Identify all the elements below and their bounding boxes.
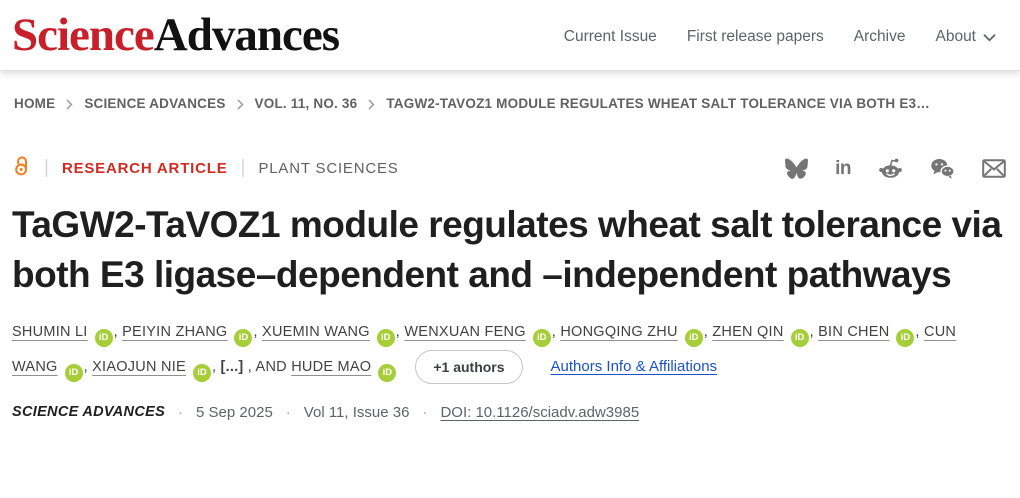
wechat-share-icon[interactable] — [930, 157, 955, 179]
orcid-icon[interactable]: iD — [790, 328, 809, 347]
share-toolbar: in — [785, 157, 1006, 179]
reddit-share-icon[interactable] — [878, 157, 903, 179]
nav-about[interactable]: About — [935, 27, 996, 47]
orcid-icon[interactable]: iD — [896, 328, 915, 347]
authors-conjunction: , AND — [243, 358, 292, 375]
open-access-icon — [12, 153, 31, 183]
author-link[interactable]: XUEMIN WANG — [262, 323, 370, 340]
citation-journal: SCIENCE ADVANCES — [12, 404, 166, 421]
author-link[interactable]: WENXUAN FENG — [404, 323, 526, 340]
nav-about-label: About — [935, 28, 976, 45]
breadcrumb-journal[interactable]: SCIENCE ADVANCES — [84, 96, 226, 111]
chevron-right-icon — [237, 99, 244, 110]
dot-separator: · — [422, 403, 428, 421]
article-header: | RESEARCH ARTICLE | PLANT SCIENCES in — [0, 153, 1020, 421]
breadcrumb-volume[interactable]: VOL. 11, NO. 36 — [254, 96, 358, 111]
top-nav: Current Issue First release papers Archi… — [564, 27, 996, 47]
orcid-icon[interactable]: iD — [376, 328, 395, 347]
chevron-right-icon — [368, 99, 375, 110]
logo-advances: Advances — [153, 8, 340, 61]
orcid-icon[interactable]: iD — [532, 328, 551, 347]
divider: | — [44, 157, 49, 178]
dot-separator: · — [178, 403, 184, 421]
article-labels: | RESEARCH ARTICLE | PLANT SCIENCES — [12, 153, 399, 183]
nav-current-issue[interactable]: Current Issue — [563, 28, 657, 45]
doi-link[interactable]: DOI: 10.1126/sciadv.adw3985 — [440, 403, 640, 421]
breadcrumb: HOME SCIENCE ADVANCES VOL. 11, NO. 36 TA… — [0, 71, 1020, 111]
linkedin-share-icon[interactable]: in — [835, 157, 851, 179]
orcid-icon[interactable]: iD — [684, 328, 703, 347]
email-share-icon[interactable] — [982, 158, 1006, 178]
orcid-icon[interactable]: iD — [192, 363, 211, 382]
chevron-right-icon — [66, 99, 73, 110]
article-meta-row: | RESEARCH ARTICLE | PLANT SCIENCES in — [12, 153, 1006, 183]
citation-line: SCIENCE ADVANCES · 5 Sep 2025 · Vol 11, … — [12, 404, 1008, 421]
author-link[interactable]: HUDE MAO — [291, 358, 372, 375]
author-link[interactable]: CUN WANG — [12, 323, 957, 375]
orcid-icon[interactable]: iD — [64, 363, 83, 382]
more-authors-button[interactable]: +1 authors — [415, 349, 523, 384]
breadcrumb-home[interactable]: HOME — [14, 96, 56, 111]
author-link[interactable]: XIAOJUN NIE — [92, 358, 186, 375]
author-link[interactable]: SHUMIN LI — [12, 323, 88, 340]
nav-archive[interactable]: Archive — [853, 28, 906, 45]
orcid-icon[interactable]: iD — [94, 328, 113, 347]
authors-ellipsis[interactable]: [...] — [220, 358, 244, 375]
authors-info-affiliations-link[interactable]: Authors Info & Affiliations — [550, 357, 718, 375]
divider: | — [240, 157, 246, 178]
orcid-icon[interactable]: iD — [234, 328, 253, 347]
bluesky-share-icon[interactable] — [785, 157, 809, 179]
author-link[interactable]: HONGQING ZHU — [560, 323, 678, 340]
author-link[interactable]: BIN CHEN — [818, 323, 890, 340]
subject-label[interactable]: PLANT SCIENCES — [258, 159, 399, 177]
citation-date: 5 Sep 2025 — [196, 403, 273, 421]
article-type-label[interactable]: RESEARCH ARTICLE — [61, 159, 228, 177]
chevron-down-icon — [983, 29, 996, 47]
logo-science: Science — [12, 8, 155, 61]
authors-list: SHUMIN LI iD, PEIYIN ZHANG iD, XUEMIN WANG… — [12, 323, 957, 382]
author-link[interactable]: PEIYIN ZHANG — [122, 323, 228, 340]
journal-logo[interactable]: ScienceAdvances — [12, 8, 340, 61]
breadcrumb-current-article: TAGW2-TAVOZ1 MODULE REGULATES WHEAT SALT… — [386, 96, 930, 111]
authors-block: SHUMIN LI iD, PEIYIN ZHANG iD, XUEMIN WANG… — [12, 315, 1002, 384]
nav-first-release-papers[interactable]: First release papers — [686, 28, 824, 45]
author-link[interactable]: ZHEN QIN — [712, 323, 784, 340]
citation-issue: Vol 11, Issue 36 — [303, 403, 410, 421]
dot-separator: · — [285, 403, 291, 421]
article-title: TaGW2-TaVOZ1 module regulates wheat salt… — [12, 204, 1002, 296]
orcid-icon[interactable]: iD — [378, 363, 397, 382]
site-header: ScienceAdvances Current Issue First rele… — [0, 0, 1020, 71]
